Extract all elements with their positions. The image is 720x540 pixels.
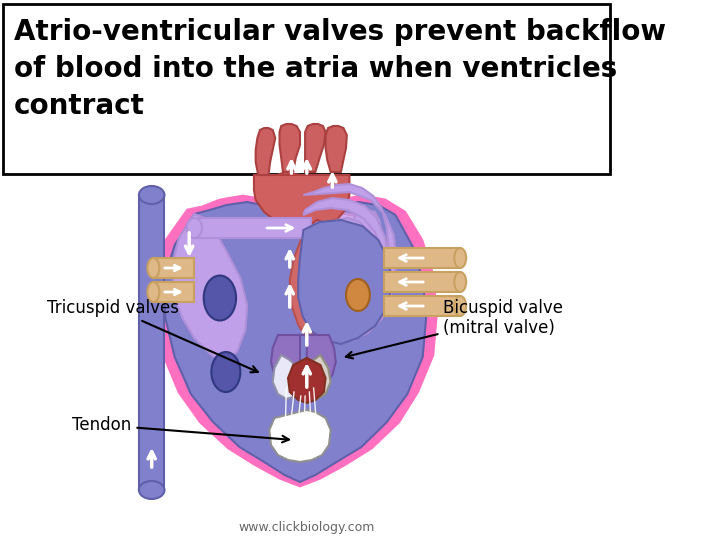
Ellipse shape [212, 352, 240, 392]
Ellipse shape [454, 248, 466, 268]
Polygon shape [273, 355, 303, 399]
Ellipse shape [148, 258, 159, 278]
Text: Bicuspid valve
(mitral valve): Bicuspid valve (mitral valve) [346, 299, 563, 359]
Text: Tricuspid valves: Tricuspid valves [47, 299, 258, 372]
Ellipse shape [454, 272, 466, 292]
Text: Atrio-ventricular valves prevent backflow
of blood into the atria when ventricle: Atrio-ventricular valves prevent backflo… [14, 18, 665, 119]
Polygon shape [384, 272, 460, 292]
Polygon shape [172, 214, 247, 362]
Ellipse shape [204, 275, 236, 321]
Polygon shape [153, 258, 194, 278]
Polygon shape [194, 218, 311, 238]
FancyBboxPatch shape [4, 4, 610, 174]
Polygon shape [384, 248, 460, 268]
Polygon shape [163, 202, 426, 482]
Ellipse shape [186, 218, 202, 238]
Polygon shape [269, 172, 303, 213]
Polygon shape [153, 196, 436, 486]
Ellipse shape [454, 296, 466, 316]
Ellipse shape [139, 186, 164, 204]
Polygon shape [256, 128, 275, 175]
Polygon shape [384, 296, 460, 316]
Polygon shape [279, 124, 300, 172]
Polygon shape [298, 220, 392, 344]
Polygon shape [139, 195, 164, 490]
Polygon shape [264, 176, 348, 338]
Polygon shape [303, 198, 389, 328]
Text: Tendon: Tendon [73, 416, 289, 442]
Polygon shape [269, 410, 330, 462]
Ellipse shape [346, 279, 370, 311]
Ellipse shape [139, 481, 164, 499]
Polygon shape [325, 126, 347, 172]
Polygon shape [305, 124, 325, 172]
Ellipse shape [148, 282, 159, 302]
Polygon shape [254, 175, 349, 229]
Polygon shape [302, 212, 392, 340]
Polygon shape [153, 282, 194, 302]
Text: www.clickbiology.com: www.clickbiology.com [238, 522, 375, 535]
Polygon shape [288, 358, 325, 403]
Polygon shape [302, 355, 330, 399]
Polygon shape [303, 184, 396, 325]
Polygon shape [271, 335, 336, 384]
